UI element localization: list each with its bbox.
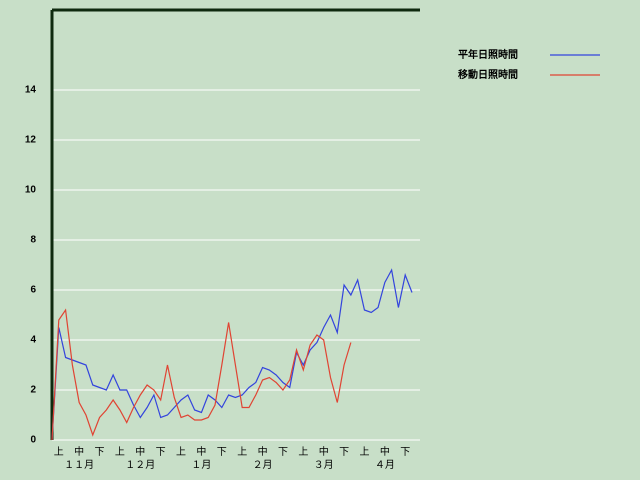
- month-label: １１月: [64, 459, 94, 471]
- month-label: １月: [191, 459, 211, 471]
- x-tick-label: 中: [196, 445, 206, 458]
- x-tick-label: 中: [319, 445, 329, 458]
- x-tick-label: 上: [237, 446, 247, 458]
- y-tick-label: 8: [30, 235, 36, 246]
- x-tick-label: 下: [217, 447, 227, 458]
- month-label: １２月: [125, 459, 155, 471]
- x-tick-label: 上: [176, 446, 186, 458]
- y-tick-label: 6: [30, 285, 36, 296]
- x-tick-label: 中: [74, 445, 84, 458]
- legend-label: 移動日照時間: [458, 68, 518, 81]
- x-tick-label: 上: [359, 446, 369, 458]
- series-line: [51, 308, 352, 441]
- x-tick-label: 上: [54, 446, 64, 458]
- x-tick-label: 下: [339, 447, 349, 458]
- legend-label: 平年日照時間: [458, 48, 518, 61]
- y-tick-label: 12: [25, 135, 37, 146]
- y-tick-label: 4: [30, 335, 36, 346]
- x-tick-label: 下: [95, 447, 105, 458]
- y-tick-label: 14: [25, 85, 37, 96]
- x-tick-label: 中: [135, 445, 145, 458]
- series-line: [51, 268, 413, 441]
- x-tick-label: 上: [298, 446, 308, 458]
- y-tick-label: 0: [30, 435, 36, 446]
- month-label: ４月: [375, 459, 395, 471]
- x-tick-label: 上: [115, 446, 125, 458]
- month-label: ３月: [314, 459, 334, 471]
- x-tick-label: 中: [258, 445, 268, 458]
- x-tick-label: 中: [380, 445, 390, 458]
- y-tick-label: 10: [25, 185, 37, 196]
- x-tick-label: 下: [278, 447, 288, 458]
- month-label: ２月: [253, 459, 273, 471]
- x-tick-label: 下: [156, 447, 166, 458]
- y-tick-label: 2: [30, 385, 36, 396]
- x-tick-label: 下: [400, 447, 410, 458]
